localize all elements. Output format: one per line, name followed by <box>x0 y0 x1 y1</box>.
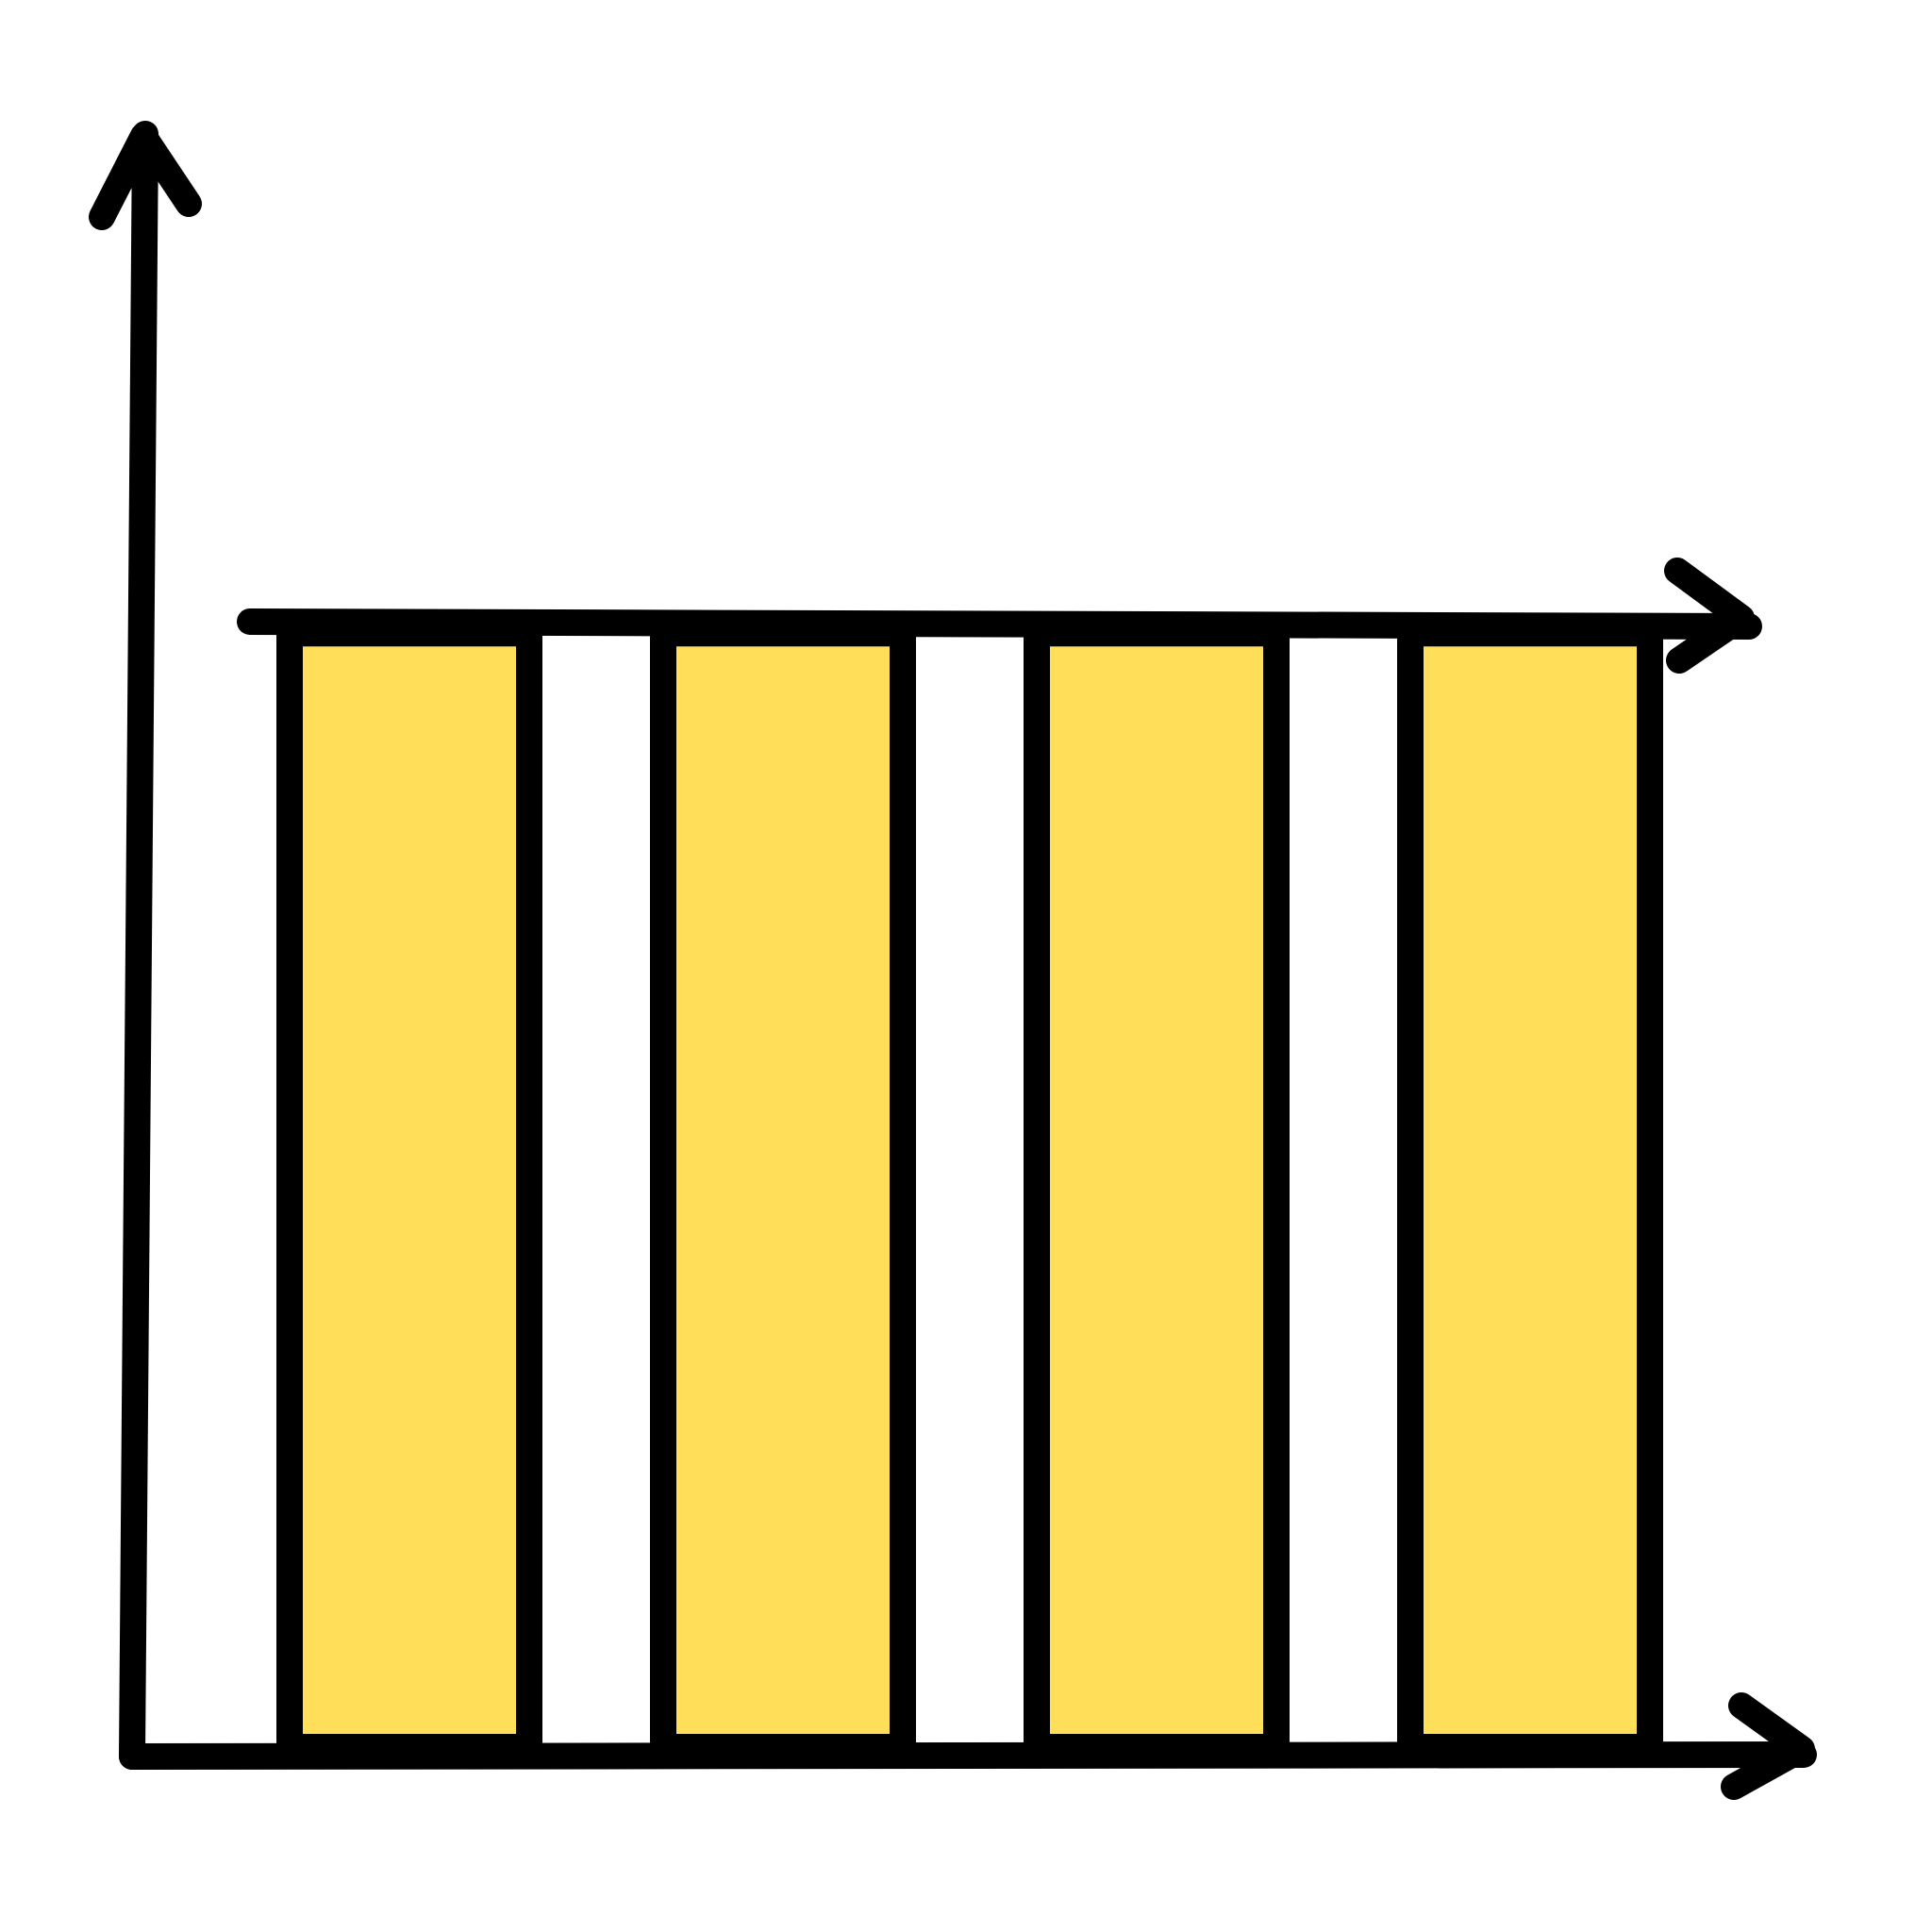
x-axis <box>119 1692 1817 1800</box>
trend-arrow-line <box>237 608 1762 640</box>
bar-2 <box>650 620 916 1761</box>
bar-3 <box>1024 620 1290 1761</box>
bars-layer <box>276 620 1663 1761</box>
y-axis-line <box>119 121 158 1770</box>
x-axis-arrow-icon <box>1721 1692 1815 1800</box>
y-axis <box>89 121 202 1770</box>
bar-1 <box>276 620 542 1761</box>
x-axis-line <box>119 1741 1817 1770</box>
bar-4 <box>1397 620 1663 1761</box>
y-axis-arrow-icon <box>89 123 202 230</box>
trend-arrow-head-icon <box>1664 558 1755 674</box>
trend-arrow <box>237 558 1762 674</box>
